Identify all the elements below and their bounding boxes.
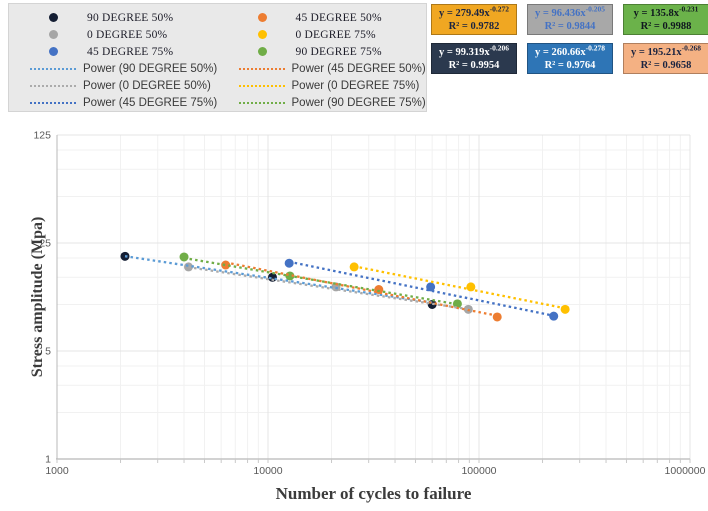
equation-boxes: y = 279.49x-0.272 R² = 0.9782 y = 96.436x-… xyxy=(431,4,708,74)
x-tick-label: 1000 xyxy=(45,465,69,477)
legend-item: 45 DEGREE 75% xyxy=(9,43,218,60)
legend-item-label: 45 DEGREE 50% xyxy=(295,11,382,24)
x-tick-label: 100000 xyxy=(461,465,496,477)
major-gridlines xyxy=(57,134,691,459)
series-marker-swatch xyxy=(49,47,58,56)
r-squared-value: R² = 0.9844 xyxy=(544,20,596,32)
y-axis-title: Stress amplitude (Mpa) xyxy=(29,216,46,378)
axis-lines xyxy=(56,135,691,463)
legend-item: Power (90 DEGREE 75%) xyxy=(218,94,427,111)
equation-box-5: y = 260.66x-0.278 R² = 0.9764 xyxy=(527,43,613,74)
trendline-equation: y = 260.66x-0.278 xyxy=(535,43,605,58)
equation-box-2: y = 96.436x-0.205 R² = 0.9844 xyxy=(527,4,613,35)
legend-item-label: 45 DEGREE 75% xyxy=(87,45,174,58)
legend-item: Power (0 DEGREE 50%) xyxy=(9,77,218,94)
equation-box-4: y = 99.319x-0.206 R² = 0.9954 xyxy=(431,43,517,74)
r-squared-value: R² = 0.9658 xyxy=(640,59,692,71)
legend-item: 90 DEGREE 75% xyxy=(218,43,427,60)
trendline-swatch xyxy=(238,67,285,70)
y-tick-label: 125 xyxy=(33,130,51,142)
trendline xyxy=(288,260,554,317)
legend-item-label: Power (0 DEGREE 75%) xyxy=(291,79,420,92)
chart-legend: 90 DEGREE 50% 0 DEGREE 50% 45 DEGREE 75% Po… xyxy=(8,3,427,112)
r-squared-value: R² = 0.9782 xyxy=(448,20,500,32)
data-points xyxy=(120,251,570,322)
trendline xyxy=(188,266,469,311)
trendline xyxy=(183,256,458,306)
y-tick-label: 1 xyxy=(45,454,51,466)
legend-item-label: Power (90 DEGREE 75%) xyxy=(291,96,426,109)
trendline-equation: y = 99.319x-0.206 xyxy=(439,43,509,58)
trendline xyxy=(225,261,498,317)
legend-item: 0 DEGREE 75% xyxy=(218,26,427,43)
legend-item: Power (45 DEGREE 75%) xyxy=(9,94,218,111)
y-tick-label: 5 xyxy=(45,346,51,358)
series-marker-swatch xyxy=(257,30,267,39)
y-tick-label: 25 xyxy=(39,238,51,250)
x-tick-label: 1000000 xyxy=(665,465,706,477)
trendline-equation: y = 195.21x-0.268 xyxy=(631,43,701,58)
legend-item-label: Power (45 DEGREE 75%) xyxy=(83,96,218,109)
x-tick-label: 10000 xyxy=(253,465,282,477)
legend-item-label: 90 DEGREE 75% xyxy=(295,45,382,58)
legend-item-label: 90 DEGREE 50% xyxy=(87,11,174,24)
legend-item: 90 DEGREE 50% xyxy=(9,9,218,26)
r-squared-value: R² = 0.9764 xyxy=(544,59,596,71)
data-point xyxy=(466,282,476,292)
legend-item: 45 DEGREE 50% xyxy=(218,9,427,26)
trendline-equation: y = 96.436x-0.205 xyxy=(535,4,605,19)
trendline-swatch xyxy=(30,67,76,70)
trendline xyxy=(353,265,566,310)
trendlines xyxy=(124,255,566,317)
trendline-swatch xyxy=(30,101,76,104)
data-point xyxy=(560,304,570,314)
legend-item-label: 0 DEGREE 50% xyxy=(87,28,168,41)
legend-item: 0 DEGREE 50% xyxy=(9,26,218,43)
x-axis-title: Number of cycles to failure xyxy=(275,484,472,503)
legend-item-label: Power (0 DEGREE 50%) xyxy=(83,79,211,92)
data-point xyxy=(179,252,189,262)
r-squared-value: R² = 0.9988 xyxy=(640,20,692,32)
legend-item-label: Power (45 DEGREE 50%) xyxy=(291,62,426,75)
trendline-swatch xyxy=(238,101,285,104)
legend-column-2: 45 DEGREE 50% 0 DEGREE 75% 90 DEGREE 75% Po… xyxy=(218,9,427,111)
legend-item-label: 0 DEGREE 75% xyxy=(295,28,376,41)
trendline-equation: y = 135.8x-0.231 xyxy=(633,4,699,19)
legend-item: Power (0 DEGREE 75%) xyxy=(218,77,427,94)
data-point xyxy=(284,258,294,268)
trendline-swatch xyxy=(238,84,285,87)
r-squared-value: R² = 0.9954 xyxy=(448,59,500,71)
equation-box-3: y = 135.8x-0.231 R² = 0.9988 xyxy=(623,4,708,35)
minor-gridlines xyxy=(57,135,690,459)
data-point xyxy=(549,311,559,321)
trendline-swatch xyxy=(30,84,76,87)
trendline xyxy=(124,255,433,304)
series-marker-swatch xyxy=(257,13,267,22)
legend-column-1: 90 DEGREE 50% 0 DEGREE 50% 45 DEGREE 75% Po… xyxy=(9,9,218,111)
legend-item: Power (45 DEGREE 50%) xyxy=(218,60,427,77)
equation-box-1: y = 279.49x-0.272 R² = 0.9782 xyxy=(431,4,517,35)
series-marker-swatch xyxy=(49,30,58,39)
legend-item-label: Power (90 DEGREE 50%) xyxy=(83,62,218,75)
data-point xyxy=(492,312,502,322)
trendline-equation: y = 279.49x-0.272 xyxy=(439,4,509,19)
equation-box-6: y = 195.21x-0.268 R² = 0.9658 xyxy=(623,43,708,74)
legend-item: Power (90 DEGREE 50%) xyxy=(9,60,218,77)
series-marker-swatch xyxy=(257,47,267,56)
series-marker-swatch xyxy=(49,13,58,22)
